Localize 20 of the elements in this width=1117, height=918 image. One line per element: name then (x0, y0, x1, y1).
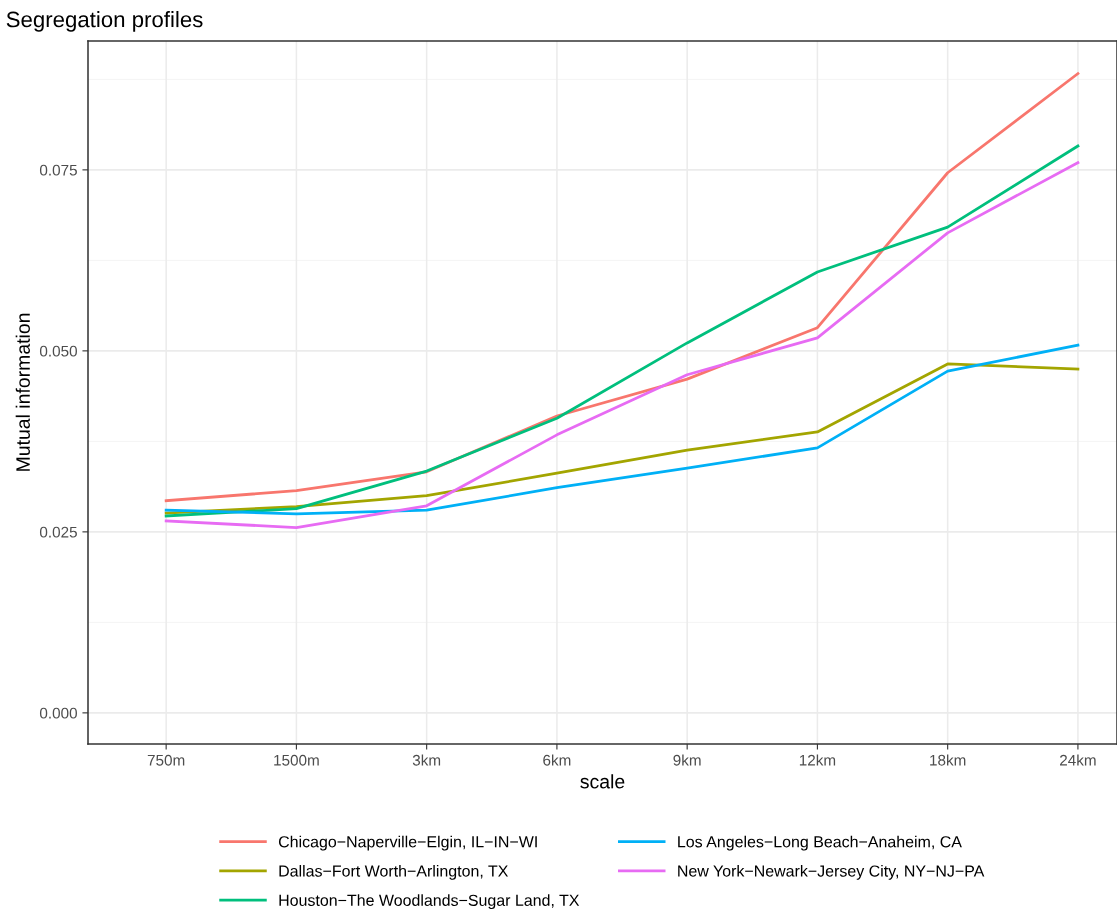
chart-title: Segregation profiles (6, 11, 203, 32)
y-tick-label: 0.050 (39, 345, 77, 357)
y-tick-label: 0.025 (39, 526, 77, 538)
x-tick-label: 12km (799, 754, 836, 766)
x-tick-label: 1500m (274, 754, 319, 766)
x-tick-label: 750m (147, 754, 185, 766)
y-tick-label: 0.075 (39, 164, 77, 176)
legend-label: Chicago−Naperville−Elgin, IL−IN−WI (278, 835, 537, 851)
x-tick-label: 6km (543, 754, 571, 766)
legend-label: Houston−The Woodlands−Sugar Land, TX (279, 894, 580, 910)
x-tick-label: 3km (412, 754, 441, 766)
x-axis-title: scale (580, 774, 625, 789)
x-tick-label: 24km (1060, 754, 1096, 766)
y-axis-title: Mutual information (15, 313, 30, 471)
x-tick-label: 18km (930, 754, 966, 766)
x-tick-label: 9km (673, 754, 701, 766)
legend-label: New York−Newark−Jersey City, NY−NJ−PA (678, 864, 985, 880)
y-tick-label: 0.000 (39, 707, 77, 719)
legend-label: Dallas−Fort Worth−Arlington, TX (279, 864, 509, 880)
legend-label: Los Angeles−Long Beach−Anaheim, CA (678, 835, 962, 851)
